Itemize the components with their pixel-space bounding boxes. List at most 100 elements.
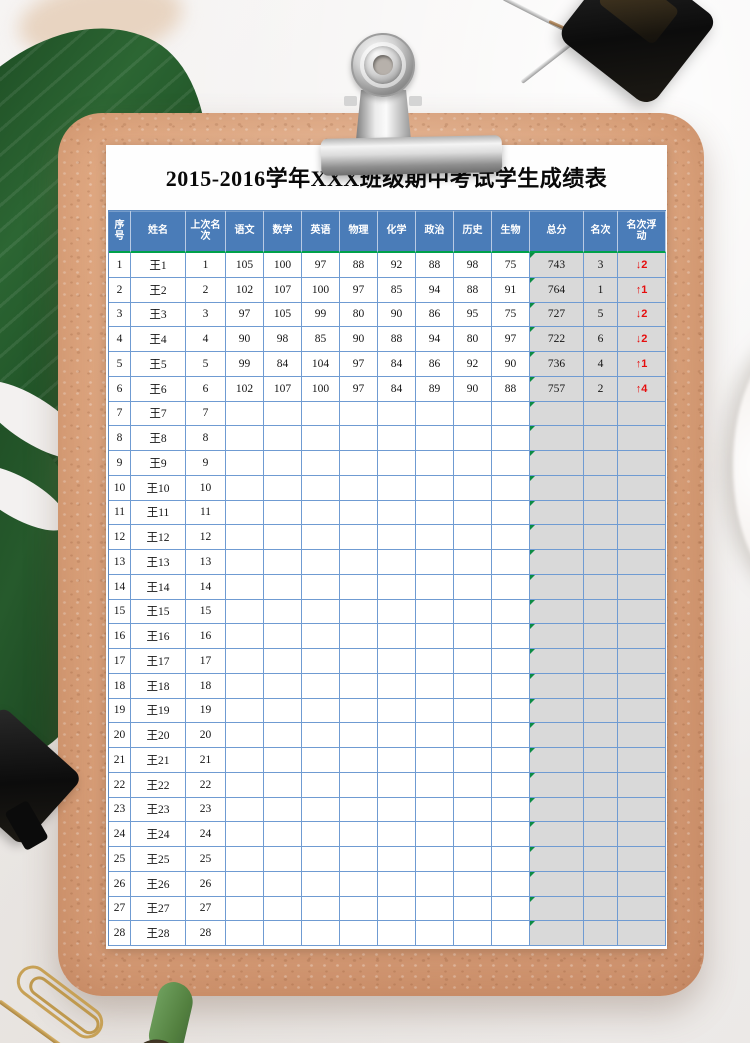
cell [618,401,666,427]
cell [492,550,530,575]
cell: 2 [584,376,618,402]
cell [530,525,584,550]
cell [302,451,340,476]
cell [226,574,264,600]
cell [618,698,666,724]
cell [264,871,302,897]
cell: 88 [416,253,454,278]
cell [492,896,530,922]
cell [454,847,492,872]
cell: ↓2 [618,327,666,352]
cell [302,871,340,897]
cell [454,649,492,674]
cell: 王18 [131,673,186,699]
cell: 28 [186,921,226,946]
cell: 84 [378,352,416,377]
cell: 15 [109,599,131,625]
cell [618,673,666,699]
cell [226,847,264,872]
cell: 13 [186,550,226,575]
cell: 21 [109,748,131,773]
cell: 85 [378,277,416,303]
cell: 26 [186,871,226,897]
cell [378,847,416,872]
cell: 90 [226,327,264,352]
spring-clip-neck [356,90,411,140]
cell [302,847,340,872]
white-dish-edge [733,338,750,593]
cell [492,847,530,872]
cell: 89 [416,376,454,402]
cell [454,500,492,526]
cell [454,723,492,748]
cell [378,574,416,600]
cell: 王5 [131,352,186,377]
cell [378,822,416,847]
cell: 100 [302,376,340,402]
cell: 12 [109,525,131,550]
cell [454,896,492,922]
cell [416,649,454,674]
header-cell: 生物 [492,211,530,253]
cell: 94 [416,277,454,303]
cell [226,723,264,748]
cell [530,599,584,625]
cell [340,649,378,674]
cell [530,550,584,575]
cell: 4 [109,327,131,352]
cell [302,525,340,550]
cell: 王25 [131,847,186,872]
cell [530,797,584,823]
cell [492,649,530,674]
cell: 16 [109,624,131,649]
cell: 25 [186,847,226,872]
cell [226,401,264,427]
header-cell: 名次 [584,211,618,253]
cell: 90 [454,376,492,402]
cell: 97 [492,327,530,352]
cell [454,401,492,427]
cell [416,847,454,872]
cell: 26 [109,871,131,897]
cell [302,426,340,451]
cell [584,772,618,798]
cell [264,772,302,798]
cell [530,871,584,897]
cell [264,748,302,773]
cell [618,426,666,451]
cell [584,673,618,699]
header-cell: 序号 [109,211,131,253]
cell: 6 [186,376,226,402]
cell: 75 [492,302,530,328]
cell [530,847,584,872]
cell [340,797,378,823]
cell [454,475,492,501]
cell [378,451,416,476]
cell [618,550,666,575]
cell: 11 [186,500,226,526]
cell: 4 [584,352,618,377]
cell: 王3 [131,302,186,328]
cell: 5 [186,352,226,377]
cell [340,871,378,897]
cell [454,451,492,476]
cell [264,451,302,476]
cell [530,475,584,501]
cell: 王19 [131,698,186,724]
cell [454,797,492,823]
cell [416,772,454,798]
cell [492,426,530,451]
cell [530,500,584,526]
cell: 9 [109,451,131,476]
cell: 24 [186,822,226,847]
cell [302,624,340,649]
cell [302,748,340,773]
cell [454,550,492,575]
cell [226,599,264,625]
spring-clip-tab [409,96,422,106]
cell [584,525,618,550]
cell [302,896,340,922]
cell [416,723,454,748]
cell: 3 [109,302,131,328]
cell [492,451,530,476]
